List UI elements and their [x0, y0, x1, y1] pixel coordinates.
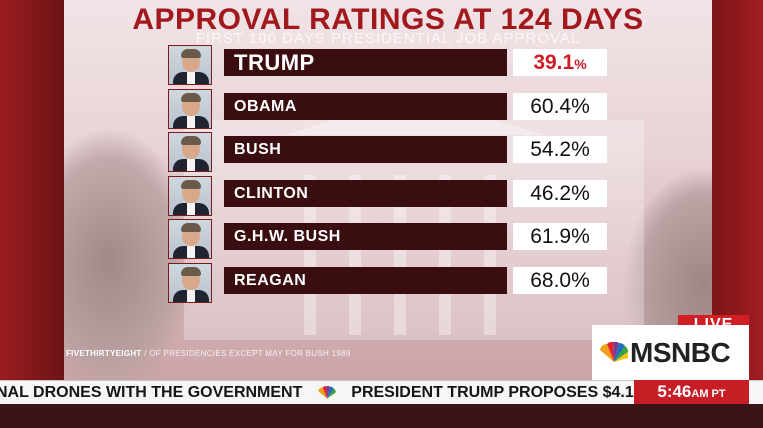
- chart-subtitle: FIRST 100 DAYS PRESIDENTIAL JOB APPROVAL: [195, 30, 581, 47]
- ticker-peacock-icon: [318, 385, 336, 399]
- bar-row: REAGAN 68.0%: [168, 262, 613, 303]
- house-column: [349, 175, 361, 335]
- source-note: / OF PRESIDENCIES EXCEPT MAY FOR BUSH 19…: [144, 349, 351, 358]
- source-credit: FIVETHIRTYEIGHT / OF PRESIDENCIES EXCEPT…: [66, 349, 351, 358]
- data-label: 39.1%: [513, 49, 607, 76]
- house-column: [394, 175, 406, 335]
- bar: CLINTON: [224, 179, 507, 207]
- msnbc-wordmark: MSNBC: [630, 337, 731, 368]
- president-portrait: [168, 175, 212, 216]
- bar: TRUMP: [224, 49, 507, 76]
- house-column: [439, 175, 451, 335]
- clock-time: 5:46: [657, 382, 692, 401]
- peacock-icon: [600, 342, 629, 362]
- bottom-bar: [0, 404, 763, 428]
- bar-row: CLINTON 46.2%: [168, 175, 613, 216]
- ticker-headline-2: PRESIDENT TRUMP PROPOSES $4.1 TI: [351, 384, 653, 401]
- bar-row: G.H.W. BUSH 61.9%: [168, 219, 613, 259]
- bar-label: TRUMP: [234, 50, 315, 75]
- data-label: 54.2%: [513, 136, 607, 163]
- left-border: [0, 0, 64, 380]
- data-label: 60.4%: [513, 92, 607, 120]
- data-label: 61.9%: [513, 223, 607, 250]
- bar-row: TRUMP 39.1%: [168, 45, 613, 85]
- president-portrait: [168, 262, 212, 303]
- source-brand: FIVETHIRTYEIGHT: [66, 349, 142, 358]
- chart-title: APPROVAL RATINGS AT 124 DAYS: [132, 3, 644, 36]
- bar: OBAMA: [224, 92, 507, 120]
- bar-row: OBAMA 60.4%: [168, 88, 613, 129]
- president-portrait: [168, 88, 212, 129]
- ticker-text: NAL DRONES WITH THE GOVERNMENT PRESIDENT…: [0, 381, 652, 405]
- msnbc-logo: MSNBC: [592, 325, 749, 380]
- approval-bars: TRUMP 39.1% OBAMA 60.4% BUSH 54.2% CLINTON 46.2…: [168, 45, 613, 309]
- data-label: 68.0%: [513, 266, 607, 294]
- bar: REAGAN: [224, 266, 507, 294]
- bar: G.H.W. BUSH: [224, 223, 507, 250]
- president-portrait: [168, 219, 212, 259]
- bar: BUSH: [224, 136, 507, 163]
- bar-label: REAGAN: [234, 271, 307, 289]
- ticker-headline-1: NAL DRONES WITH THE GOVERNMENT: [0, 384, 303, 401]
- clock-ampm: AM PT: [691, 388, 726, 400]
- bar-label: OBAMA: [234, 97, 297, 115]
- president-portrait: [168, 45, 212, 85]
- bar-label: CLINTON: [234, 184, 309, 202]
- house-column: [304, 175, 316, 335]
- president-portrait: [168, 132, 212, 172]
- house-column: [484, 175, 496, 335]
- bar-label: G.H.W. BUSH: [234, 228, 341, 245]
- bar-row: BUSH 54.2%: [168, 132, 613, 172]
- bar-label: BUSH: [234, 141, 282, 158]
- clock: 5:46AM PT: [634, 380, 749, 404]
- data-label: 46.2%: [513, 179, 607, 207]
